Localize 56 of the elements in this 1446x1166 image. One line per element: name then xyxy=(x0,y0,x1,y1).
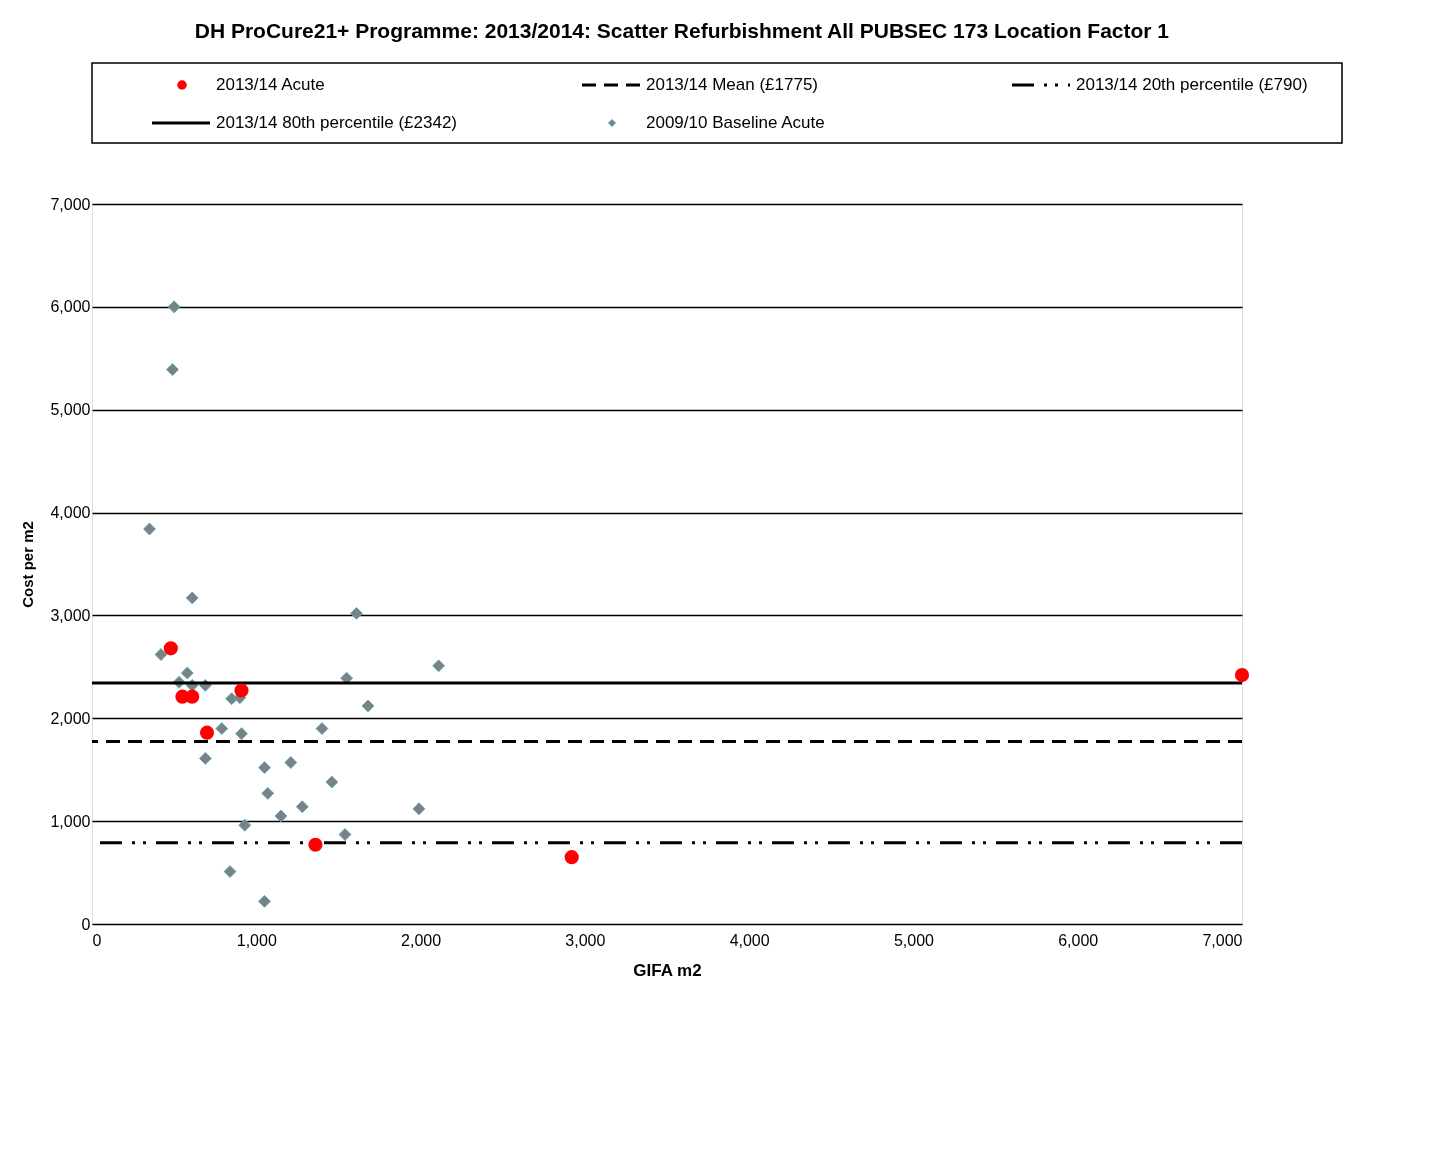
point xyxy=(1234,668,1250,683)
y-tick-label: 7,000 xyxy=(50,195,91,213)
point xyxy=(284,756,298,769)
point xyxy=(564,850,579,865)
point xyxy=(432,659,446,673)
point xyxy=(198,751,212,765)
x-tick-label: 0 xyxy=(92,931,102,949)
point xyxy=(340,671,354,685)
x-tick-label: 3,000 xyxy=(565,931,606,949)
y-tick-label: 5,000 xyxy=(50,401,91,419)
y-axis-title: Cost per m2 xyxy=(19,521,37,608)
point xyxy=(185,689,200,704)
point xyxy=(315,722,329,735)
x-tick-label: 4,000 xyxy=(729,931,770,949)
point xyxy=(185,591,199,605)
y-tick-label: 3,000 xyxy=(50,606,91,624)
y-tick-label: 2,000 xyxy=(50,709,91,727)
point xyxy=(167,300,181,314)
point xyxy=(223,865,237,878)
point xyxy=(325,775,339,789)
legend-label: 2013/14 Mean (£1775) xyxy=(646,75,819,94)
point xyxy=(154,648,168,661)
x-tick-label: 7,000 xyxy=(1202,931,1243,949)
x-tick-label: 6,000 xyxy=(1058,931,1099,949)
point xyxy=(258,894,271,908)
legend-label: 2013/14 80th percentile (£2342) xyxy=(216,113,458,132)
x-tick-label: 2,000 xyxy=(401,931,442,949)
point xyxy=(412,802,426,816)
point xyxy=(308,837,323,852)
point xyxy=(350,606,363,620)
chart-title: DH ProCure21+ Programme: 2013/2014: Scatter Refurbishment All PUBSEC 173 Location Factor 1 xyxy=(194,18,1170,42)
y-tick-label: 4,000 xyxy=(50,504,91,522)
point xyxy=(361,699,375,713)
point xyxy=(238,818,252,832)
point xyxy=(166,363,179,377)
point xyxy=(215,722,229,735)
point xyxy=(180,666,194,680)
point xyxy=(274,809,288,823)
legend-label: 2013/14 Acute xyxy=(216,75,325,94)
y-tick-label: 6,000 xyxy=(50,298,91,316)
point xyxy=(235,727,248,741)
legend-label: 2009/10 Baseline Acute xyxy=(646,113,825,132)
x-tick-label: 5,000 xyxy=(893,931,935,949)
y-tick-label: 1,000 xyxy=(50,812,91,830)
point xyxy=(234,683,249,698)
point xyxy=(261,786,275,800)
point xyxy=(295,800,309,814)
point xyxy=(338,828,352,841)
y-tick-label: 0 xyxy=(81,915,91,933)
x-axis-title: GIFA m2 xyxy=(633,960,702,980)
x-tick-label: 1,000 xyxy=(236,931,277,949)
point xyxy=(199,725,215,740)
legend-label: 2013/14 20th percentile (£790) xyxy=(1076,75,1308,94)
point xyxy=(258,761,271,775)
point xyxy=(143,522,156,536)
point xyxy=(163,641,178,656)
